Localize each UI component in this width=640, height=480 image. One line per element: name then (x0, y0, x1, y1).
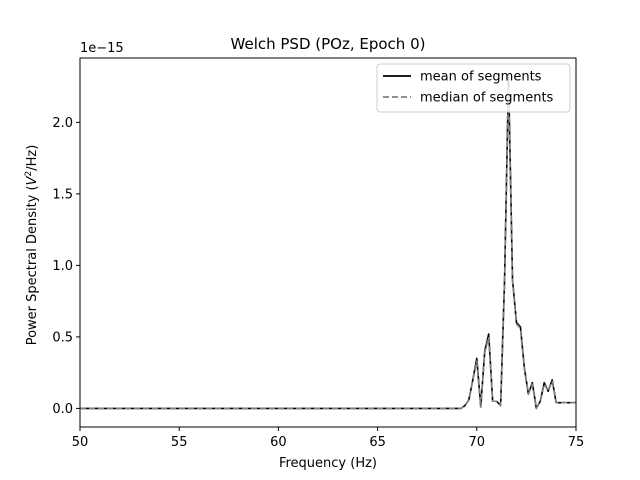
y-axis-label-tail: /Hz) (25, 145, 40, 171)
x-tick-label: 75 (568, 435, 585, 450)
chart-title: Welch PSD (POz, Epoch 0) (231, 35, 426, 53)
legend-box (376, 63, 571, 113)
y-axis-ticks: 0.0 0.5 1.0 1.5 2.0 (52, 116, 80, 417)
x-tick-label: 60 (270, 435, 287, 450)
x-tick-label: 70 (469, 435, 486, 450)
y-tick-label: 1.0 (52, 259, 73, 274)
x-axis-ticks: 50 55 60 65 70 75 (72, 427, 585, 450)
y-axis-label: Power Spectral Density (V2/Hz) (24, 145, 40, 346)
x-tick-label: 50 (72, 435, 89, 450)
y-axis-label-var: V (25, 175, 40, 185)
x-tick-label: 55 (171, 435, 188, 450)
legend: mean of segments median of segments (376, 63, 571, 113)
legend-label-mean: mean of segments (420, 70, 542, 85)
plot-area (79, 57, 577, 428)
series-line-median (80, 85, 576, 410)
y-axis-label-sup: 2 (24, 171, 34, 177)
x-tick-label: 65 (369, 435, 386, 450)
y-tick-label: 0.0 (52, 402, 73, 417)
y-tick-label: 0.5 (52, 330, 73, 345)
y-tick-label: 2.0 (52, 116, 73, 131)
y-offset-label: 1e−15 (80, 41, 124, 56)
legend-label-median: median of segments (420, 91, 554, 106)
y-tick-label: 1.5 (52, 187, 73, 202)
axes-frame (79, 57, 577, 428)
x-axis-label: Frequency (Hz) (279, 456, 377, 471)
y-axis-label-main: Power Spectral Density ( (25, 185, 40, 345)
